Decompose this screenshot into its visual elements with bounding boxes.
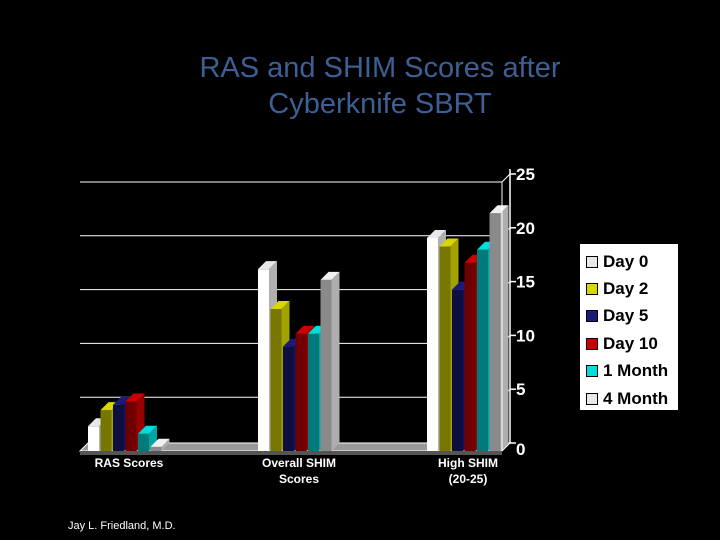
bar-top bbox=[295, 325, 315, 334]
legend: Day 0 Day 2 Day 5 Day 10 1 Month 4 Month bbox=[580, 244, 678, 410]
legend-label: Day 5 bbox=[603, 306, 649, 326]
bar-front bbox=[308, 333, 319, 451]
bar bbox=[489, 205, 509, 451]
x-tick-label-line: Overall SHIM bbox=[262, 456, 336, 470]
x-tick-label: RAS Scores bbox=[95, 456, 164, 470]
x-tick-label-line: Scores bbox=[279, 472, 319, 486]
bar bbox=[320, 271, 340, 451]
legend-label: 4 Month bbox=[603, 388, 669, 408]
legend-item: Day 0 bbox=[586, 248, 678, 275]
x-tick-label-line: (20-25) bbox=[449, 472, 488, 486]
bar-front bbox=[439, 246, 451, 451]
legend-swatch bbox=[586, 283, 598, 296]
bar-front bbox=[283, 346, 294, 451]
chart-title-line-1: RAS and SHIM Scores after bbox=[199, 52, 561, 84]
chart-title: RAS and SHIM Scores after Cyberknife SBR… bbox=[0, 50, 720, 122]
bar-front bbox=[258, 269, 269, 451]
legend-label: 1 Month bbox=[603, 361, 669, 381]
legend-item: Day 2 bbox=[586, 275, 678, 302]
bar-front bbox=[489, 213, 501, 451]
legend-label: Day 10 bbox=[603, 333, 658, 353]
bar bbox=[150, 438, 170, 451]
bar-front bbox=[477, 249, 488, 451]
bar-front bbox=[138, 433, 149, 451]
bar-front bbox=[464, 262, 476, 451]
y-tick-label: 15 bbox=[516, 273, 535, 292]
bar-top bbox=[125, 393, 145, 402]
chart-title-line-2: Cyberknife SBRT bbox=[268, 88, 492, 120]
bar-top bbox=[439, 238, 459, 247]
x-tick-label: Overall SHIM Scores bbox=[262, 456, 336, 486]
bar-top bbox=[150, 438, 170, 447]
bars bbox=[88, 205, 509, 451]
legend-item: 1 Month bbox=[586, 358, 678, 385]
legend-label: Day 2 bbox=[603, 279, 649, 299]
y-tick-label: 25 bbox=[516, 165, 535, 184]
bar-side bbox=[331, 271, 340, 451]
footer-credit: Jay L. Friedland, M.D. bbox=[68, 520, 176, 532]
y-tick-label: 10 bbox=[516, 326, 535, 345]
x-axis-labels: RAS Scores Overall SHIM Scores High SHIM (20… bbox=[95, 456, 498, 486]
bar-front bbox=[150, 446, 162, 451]
bar-top bbox=[113, 396, 132, 405]
bar-top bbox=[427, 229, 446, 238]
legend-label: Day 0 bbox=[603, 251, 649, 271]
bar-front bbox=[452, 289, 463, 451]
gridline bbox=[501, 173, 511, 183]
y-axis: 0 5 10 15 20 25 bbox=[501, 165, 535, 459]
y-tick-label: 20 bbox=[516, 219, 535, 238]
bar-front bbox=[113, 404, 124, 451]
bar-top bbox=[320, 271, 340, 280]
bar-front bbox=[270, 308, 282, 451]
bar-top bbox=[270, 300, 290, 309]
legend-swatch bbox=[586, 392, 598, 405]
x-tick-label: High SHIM (20-25) bbox=[438, 456, 498, 486]
bar-front bbox=[100, 410, 112, 451]
y-tick-label: 5 bbox=[516, 380, 525, 399]
legend-swatch bbox=[586, 337, 598, 350]
legend-swatch bbox=[586, 365, 598, 378]
x-tick-label-line: RAS Scores bbox=[95, 456, 164, 470]
bar-top bbox=[258, 261, 277, 270]
legend-item: Day 5 bbox=[586, 303, 678, 330]
legend-item: Day 10 bbox=[586, 330, 678, 357]
bar-top bbox=[489, 205, 509, 214]
legend-swatch bbox=[586, 310, 598, 323]
x-tick-label-line: High SHIM bbox=[438, 456, 498, 470]
bar-top bbox=[138, 425, 157, 434]
y-tick-label: 0 bbox=[516, 440, 525, 459]
bar-front bbox=[427, 237, 438, 451]
legend-item: 4 Month bbox=[586, 385, 678, 412]
bar-front bbox=[295, 333, 307, 451]
bar-front bbox=[88, 426, 99, 451]
bar-side bbox=[161, 438, 170, 451]
bar-front bbox=[320, 279, 332, 451]
bar-front bbox=[125, 401, 137, 451]
floor-edge bbox=[80, 451, 502, 455]
legend-swatch bbox=[586, 255, 598, 268]
